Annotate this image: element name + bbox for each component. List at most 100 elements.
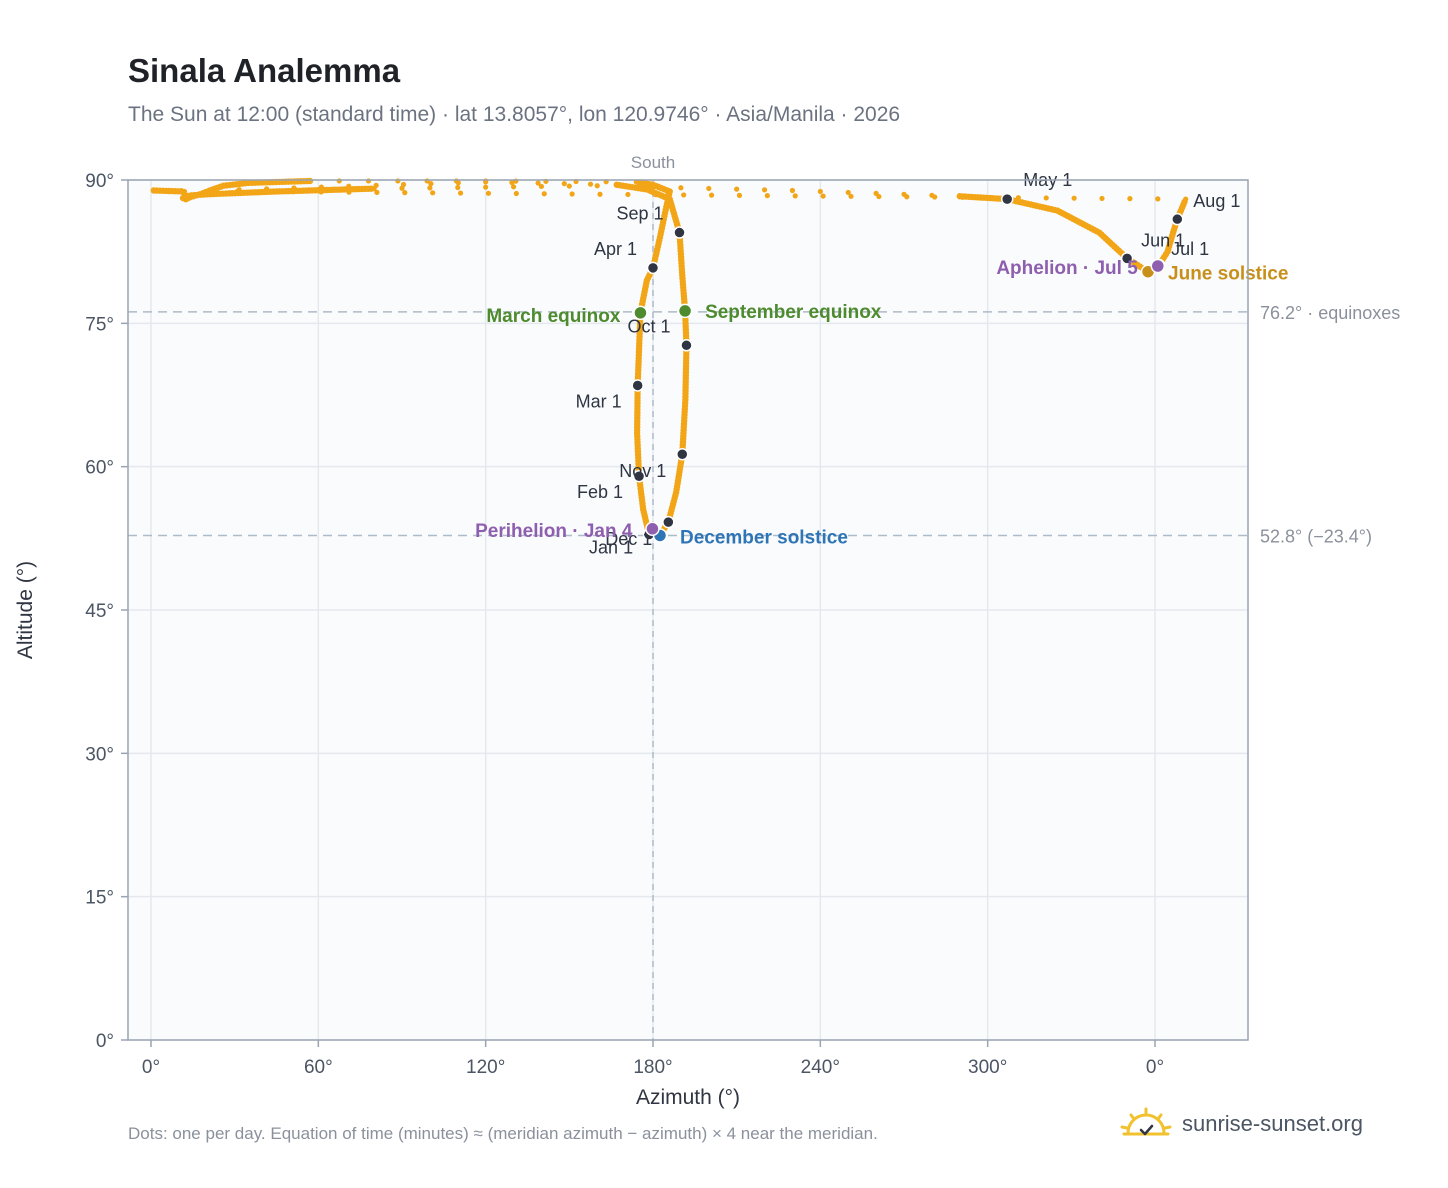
- analemma-daily-dots: [150, 177, 1189, 539]
- brand-name: sunrise-sunset.org: [1182, 1111, 1363, 1136]
- x-tick-label: 60°: [304, 1057, 333, 1078]
- month-marker-dot: [680, 339, 693, 352]
- daily-sun-dot: [538, 183, 545, 190]
- daily-sun-dot: [706, 185, 712, 192]
- month-marker-dot: [676, 447, 689, 461]
- daily-sun-dot: [1183, 196, 1189, 202]
- daily-sun-dot: [509, 179, 515, 186]
- daily-sun-dot: [318, 189, 324, 195]
- daily-sun-dot: [181, 188, 188, 195]
- reference-line-label: 76.2° · equinoxes: [1260, 303, 1400, 323]
- daily-sun-dot: [373, 182, 379, 188]
- y-tick-label: 90°: [85, 171, 114, 192]
- month-marker-label: Sep 1: [616, 204, 663, 224]
- month-marker-label: Jun 1: [1141, 230, 1185, 250]
- daily-sun-dot: [513, 190, 519, 197]
- month-marker-label: Dec 1: [605, 529, 652, 549]
- sun-icon: [1120, 1107, 1172, 1136]
- month-marker-dot: [673, 226, 686, 239]
- y-tick-label: 75°: [85, 314, 114, 335]
- daily-sun-dot: [587, 181, 594, 187]
- month-marker-dot: [631, 379, 644, 392]
- month-marker-label: Jul 1: [1171, 239, 1209, 259]
- month-marker-dot: [662, 515, 675, 529]
- month-marker-label: Feb 1: [577, 482, 623, 502]
- daily-sun-dot: [402, 190, 408, 196]
- x-tick-label: 180°: [633, 1057, 672, 1078]
- x-tick-label: 300°: [968, 1057, 1007, 1078]
- event-marker-dot: [1150, 258, 1166, 274]
- daily-sun-dot: [789, 187, 796, 194]
- daily-sun-dot: [1071, 195, 1077, 201]
- month-marker-label: Apr 1: [594, 239, 637, 259]
- reference-line-label: 52.8° (−23.4°): [1260, 526, 1372, 546]
- daily-sun-dot: [566, 183, 572, 189]
- daily-sun-dot: [820, 193, 826, 199]
- event-marker-dot: [677, 303, 693, 319]
- daily-sun-dot: [932, 194, 938, 200]
- daily-sun-dot: [291, 185, 297, 191]
- x-tick-label: 240°: [801, 1057, 840, 1078]
- daily-sun-dot: [678, 185, 684, 191]
- daily-sun-dot: [848, 193, 854, 199]
- daily-sun-dot: [374, 189, 380, 195]
- daily-sun-dot: [1043, 195, 1049, 201]
- daily-sun-dot: [681, 192, 687, 198]
- daily-sun-dot: [483, 184, 489, 190]
- x-tick-label: 0°: [142, 1057, 160, 1078]
- month-marker-dot: [646, 261, 660, 275]
- footnote: Dots: one per day. Equation of time (min…: [128, 1124, 878, 1143]
- daily-sun-dot: [485, 190, 492, 196]
- daily-sun-dot: [510, 184, 517, 190]
- daily-sun-dot: [734, 186, 740, 192]
- event-label: December solstice: [680, 527, 848, 548]
- y-tick-label: 45°: [85, 601, 114, 622]
- y-tick-label: 0°: [96, 1031, 114, 1052]
- month-marker-label: Oct 1: [627, 316, 670, 336]
- x-tick-label: 120°: [466, 1057, 505, 1078]
- daily-sun-dot: [400, 181, 407, 188]
- daily-sun-dot: [792, 193, 798, 199]
- event-label: September equinox: [705, 302, 882, 323]
- daily-sun-dot: [236, 187, 242, 193]
- month-marker-label: Aug 1: [1193, 191, 1240, 211]
- daily-sun-dot: [455, 180, 461, 186]
- event-label: March equinox: [486, 306, 621, 327]
- daily-sun-dot: [346, 183, 352, 189]
- event-markers: March equinox September equinox December s…: [475, 258, 1288, 548]
- event-marker-dot: [633, 305, 648, 321]
- daily-sun-dot: [904, 194, 910, 200]
- axis-ticks: 0° 60° 120° 180° 240° 300° 0° 0° 15° 30° 45° 60° 75°…: [85, 171, 1164, 1078]
- month-marker-label: Mar 1: [576, 391, 622, 411]
- y-tick-label: 30°: [85, 744, 114, 765]
- daily-sun-dot: [365, 178, 372, 184]
- brand-logo[interactable]: sunrise-sunset.org: [1120, 1104, 1363, 1144]
- daily-sun-dot: [569, 191, 575, 197]
- daily-sun-dot: [845, 189, 851, 196]
- meridian-label: South: [631, 153, 675, 172]
- daily-sun-dot: [1015, 195, 1021, 201]
- daily-sun-dot: [430, 190, 436, 196]
- daily-sun-dot: [535, 180, 541, 186]
- daily-sun-dot: [594, 183, 600, 189]
- daily-sun-dot: [708, 192, 715, 198]
- daily-sun-dot: [736, 192, 743, 198]
- event-marker-dot: [645, 521, 660, 537]
- daily-sun-dot: [457, 190, 464, 196]
- x-axis-title: Azimuth (°): [636, 1086, 740, 1109]
- month-marker-label: Nov 1: [619, 461, 666, 481]
- daily-sun-dot: [987, 194, 994, 201]
- daily-sun-dot: [625, 191, 631, 198]
- daily-sun-dot: [876, 193, 882, 200]
- y-axis-title: Altitude (°): [14, 561, 37, 659]
- daily-sun-dot: [395, 178, 401, 184]
- month-marker-dot: [1000, 192, 1014, 206]
- month-marker-label: Jan 1: [589, 538, 633, 558]
- y-tick-label: 60°: [85, 458, 114, 479]
- daily-sun-dot: [1127, 196, 1133, 202]
- event-label: Perihelion · Jan 4: [475, 521, 633, 542]
- month-marker-dot: [1171, 212, 1184, 226]
- daily-sun-dot: [264, 186, 270, 192]
